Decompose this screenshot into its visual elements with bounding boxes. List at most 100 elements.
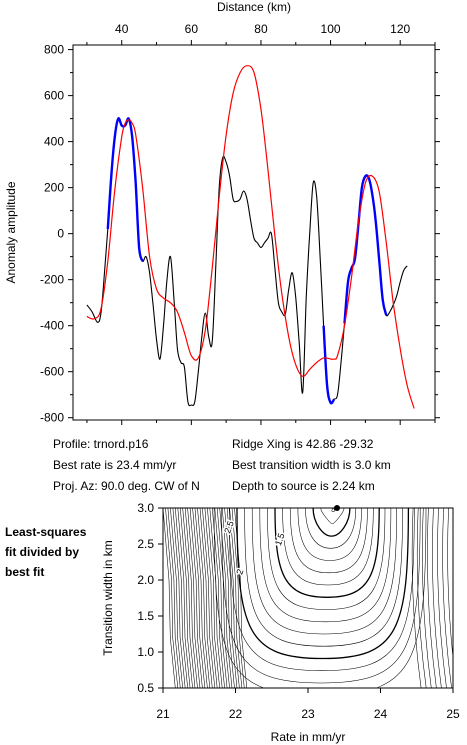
profile-text: Profile: trnord.p16 [53,437,149,451]
contour-value-label: 2 [234,568,245,576]
misfit-contour-line [312,508,351,537]
y-tick-label: -800 [40,411,64,425]
misfit-contour-line [194,508,208,688]
misfit-contour-line [209,508,223,688]
rate-tick-label: 25 [446,707,460,721]
best-rate-text: Best rate is 23.4 mm/yr [53,458,177,472]
misfit-contour-line [267,508,386,610]
misfit-contour-line [189,508,203,688]
misfit-contour-line [184,508,198,688]
misfit-contour-line [213,508,427,688]
side-note-line-3: best fit [5,565,45,579]
y-tick-label: -400 [40,319,64,333]
misfit-contour-line [216,508,230,688]
misfit-contour-line [432,508,442,688]
misfit-contour-line [180,508,193,688]
best-fit-marker [334,505,340,511]
misfit-contour-line [202,508,216,688]
x-tick-label: 120 [390,22,410,36]
misfit-contour-line [170,508,183,688]
y-tick-label: -200 [40,273,64,287]
y-tick-label: 600 [44,89,64,103]
misfit-contour-line [320,508,345,525]
misfit-contour-line [236,508,410,660]
y-axis-title: Anomaly amplitude [4,181,18,283]
misfit-contour-line [328,508,339,512]
misfit-contour-line [207,508,220,688]
side-note-line-1: Least-squares [5,525,87,539]
y-tick-label: 0 [57,227,64,241]
misfit-contour-line [226,508,240,688]
misfit-contour-line [172,508,186,688]
misfit-contour-line [422,508,432,688]
misfit-contour-line [214,508,228,688]
y-tick-label: 400 [44,135,64,149]
x-tick-label: 60 [185,22,199,36]
misfit-contour-line [251,508,397,635]
rate-tick-label: 22 [229,707,243,721]
misfit-contour-line [192,508,206,688]
y-tick-label: 800 [44,43,64,57]
misfit-contour-line [199,508,213,688]
misfit-contour-line [289,508,368,574]
misfit-contour-line [297,508,362,561]
rate-tick-label: 23 [301,707,315,721]
misfit-contour-line [204,508,218,688]
fitted-window-segment-2 [322,325,336,405]
fitted-window-segment-1 [106,117,144,262]
misfit-contour-line [411,508,422,688]
misfit-contour-line [197,508,211,688]
x-tick-label: 40 [115,22,129,36]
misfit-contour-line [175,508,188,688]
misfit-contour-line [427,508,437,688]
side-note-line-2: fit divided by [5,545,80,559]
profile-plot-frame [72,44,436,421]
best-transition-width-text: Best transition width is 3.0 km [232,458,391,472]
misfit-contour-line [229,508,415,671]
x-tick-label: 80 [254,22,268,36]
misfit-contour-line [224,508,238,688]
width-tick-label: 1.0 [137,645,154,659]
misfit-contour-line [165,508,179,688]
width-tick-label: 2.5 [137,537,154,551]
misfit-contour-line [221,508,235,688]
misfit-contour-line [416,508,427,688]
misfit-contour-line [244,508,403,647]
width-tick-label: 3.0 [137,501,154,515]
y-tick-label: 200 [44,181,64,195]
y-tick-label: -600 [40,365,64,379]
misfit-contour-line [282,508,374,586]
misfit-contour-line [182,508,196,688]
misfit-contour-line [442,508,452,688]
depth-to-source-text: Depth to source is 2.24 km [232,479,375,493]
misfit-contour-line [177,508,191,688]
misfit-contour-line [447,508,453,661]
rate-axis-title: Rate in mm/yr [271,730,346,744]
misfit-contour-line [274,508,380,598]
misfit-contour-line [167,508,181,688]
misfit-contour-line [221,508,421,684]
misfit-contour-line [437,508,447,688]
projection-azimuth-text: Proj. Az: 90.0 deg. CW of N [53,479,200,493]
misfit-contours [163,508,453,688]
width-tick-label: 2.0 [137,573,154,587]
rate-tick-label: 21 [156,707,170,721]
misfit-contour-line [229,508,243,688]
width-axis-title: Transition width in km [101,540,115,656]
fitted-window-segment-3 [343,174,388,324]
side-note: Least-squares fit divided by best fit [5,522,86,582]
misfit-contour-line [163,508,176,688]
ridge-crossing-text: Ridge Xing is 42.86 -29.32 [232,437,374,451]
rate-tick-label: 24 [374,707,388,721]
x-tick-label: 100 [321,22,341,36]
misfit-contour-line [212,508,225,688]
synthetic-anomaly-line [86,65,415,409]
misfit-contour-line [259,508,392,623]
top-axis-title: Distance (km) [217,0,291,14]
width-tick-label: 0.5 [137,681,154,695]
width-tick-label: 1.5 [137,609,154,623]
misfit-contour-line [231,508,245,688]
misfit-contour-line [305,508,357,549]
misfit-contour-line [187,508,201,688]
